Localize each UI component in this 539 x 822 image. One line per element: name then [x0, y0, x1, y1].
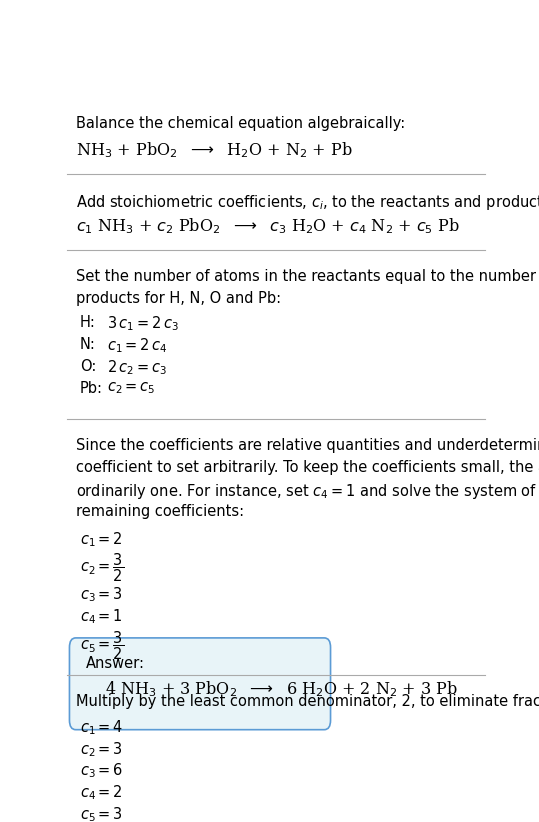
FancyBboxPatch shape — [70, 638, 330, 730]
Text: Set the number of atoms in the reactants equal to the number of atoms in the: Set the number of atoms in the reactants… — [75, 269, 539, 284]
Text: $c_1 = 2\,c_4$: $c_1 = 2\,c_4$ — [107, 337, 168, 355]
Text: $c_1 = 2$: $c_1 = 2$ — [80, 530, 123, 548]
Text: Add stoichiometric coefficients, $c_i$, to the reactants and products:: Add stoichiometric coefficients, $c_i$, … — [75, 192, 539, 211]
Text: Multiply by the least common denominator, 2, to eliminate fractional coefficient: Multiply by the least common denominator… — [75, 694, 539, 709]
Text: $c_2 = 3$: $c_2 = 3$ — [80, 740, 123, 759]
Text: $c_1 = 4$: $c_1 = 4$ — [80, 718, 123, 737]
Text: $c_3 = 3$: $c_3 = 3$ — [80, 585, 123, 604]
Text: coefficient to set arbitrarily. To keep the coefficients small, the arbitrary va: coefficient to set arbitrarily. To keep … — [75, 460, 539, 475]
Text: $c_4 = 1$: $c_4 = 1$ — [80, 607, 123, 626]
Text: $c_5 = 3$: $c_5 = 3$ — [80, 806, 123, 822]
Text: Answer:: Answer: — [86, 656, 145, 671]
Text: $c_5 = \dfrac{3}{2}$: $c_5 = \dfrac{3}{2}$ — [80, 629, 124, 662]
Text: products for H, N, O and Pb:: products for H, N, O and Pb: — [75, 291, 281, 306]
Text: Balance the chemical equation algebraically:: Balance the chemical equation algebraica… — [75, 117, 405, 132]
Text: $c_2 = c_5$: $c_2 = c_5$ — [107, 381, 156, 396]
Text: $c_2 = \dfrac{3}{2}$: $c_2 = \dfrac{3}{2}$ — [80, 552, 124, 584]
Text: $c_3 = 6$: $c_3 = 6$ — [80, 762, 123, 780]
Text: $c_1$ NH$_3$ + $c_2$ PbO$_2$  $\longrightarrow$  $c_3$ H$_2$O + $c_4$ N$_2$ + $c: $c_1$ NH$_3$ + $c_2$ PbO$_2$ $\longright… — [75, 217, 460, 236]
Text: $c_4 = 2$: $c_4 = 2$ — [80, 783, 123, 802]
Text: remaining coefficients:: remaining coefficients: — [75, 504, 244, 519]
Text: $3\,c_1 = 2\,c_3$: $3\,c_1 = 2\,c_3$ — [107, 315, 179, 334]
Text: ordinarily one. For instance, set $c_4 = 1$ and solve the system of equations fo: ordinarily one. For instance, set $c_4 =… — [75, 482, 539, 501]
Text: 4 NH$_3$ + 3 PbO$_2$  $\longrightarrow$  6 H$_2$O + 2 N$_2$ + 3 Pb: 4 NH$_3$ + 3 PbO$_2$ $\longrightarrow$ 6… — [105, 680, 458, 700]
Text: Pb:: Pb: — [80, 381, 103, 395]
Text: Since the coefficients are relative quantities and underdetermined, choose a: Since the coefficients are relative quan… — [75, 438, 539, 453]
Text: N:: N: — [80, 337, 96, 352]
Text: H:: H: — [80, 315, 96, 330]
Text: NH$_3$ + PbO$_2$  $\longrightarrow$  H$_2$O + N$_2$ + Pb: NH$_3$ + PbO$_2$ $\longrightarrow$ H$_2$… — [75, 141, 353, 160]
Text: $2\,c_2 = c_3$: $2\,c_2 = c_3$ — [107, 358, 168, 377]
Text: O:: O: — [80, 358, 96, 374]
